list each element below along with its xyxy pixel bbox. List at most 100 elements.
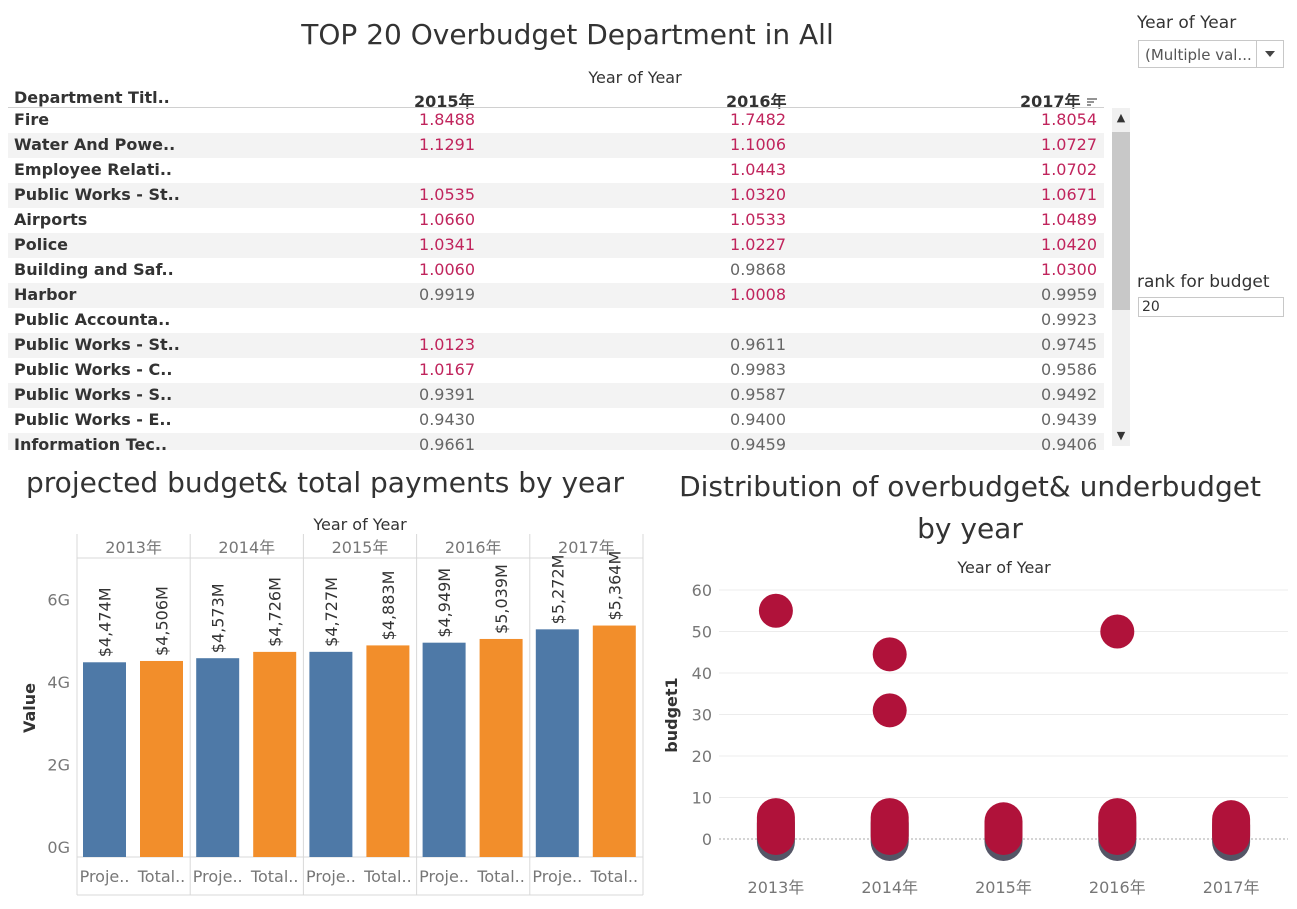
dept-cell: Fire: [14, 110, 50, 129]
scatter-y-tick-label: 50: [692, 623, 712, 642]
year-column-header[interactable]: 2016年: [726, 92, 787, 111]
dept-column-header[interactable]: Department Titl..: [14, 88, 170, 107]
bar-category-label: 2015年: [332, 538, 389, 557]
value-cell: 0.9959: [1041, 285, 1097, 304]
rank-label: rank for budget: [1137, 272, 1270, 292]
value-cell: 0.9868: [730, 260, 786, 279]
value-cell: 1.0443: [730, 160, 786, 179]
value-cell: 1.1006: [730, 135, 786, 154]
table-row[interactable]: Police 1.0341 1.0227 1.0420: [8, 233, 1104, 258]
value-cell: 0.9406: [1041, 435, 1097, 450]
value-cell: 0.9400: [730, 410, 786, 429]
scatter-y-tick-label: 10: [692, 789, 712, 808]
value-cell: 0.9983: [730, 360, 786, 379]
year-filter-value: (Multiple val...: [1145, 46, 1252, 64]
table-row[interactable]: Public Works - S.. 0.9391 0.9587 0.9492: [8, 383, 1104, 408]
scatter-chart-title: Distribution of overbudget& underbudget …: [679, 470, 1261, 545]
bar-series-label: Proje..: [532, 867, 582, 886]
table-row[interactable]: Information Tec.. 0.9661 0.9459 0.9406: [8, 433, 1104, 450]
dept-cell: Public Works - E..: [14, 410, 172, 429]
scatter-y-tick-label: 20: [692, 747, 712, 766]
scatter-y-tick-label: 40: [692, 664, 712, 683]
table-row[interactable]: Building and Saf.. 1.0060 0.9868 1.0300: [8, 258, 1104, 283]
dept-cell: Public Works - C..: [14, 360, 173, 379]
scatter-x-tick-label: 2013年: [748, 878, 805, 897]
year-filter-dropdown[interactable]: (Multiple val...: [1138, 40, 1284, 68]
table-row[interactable]: Public Works - St.. 1.0123 0.9611 0.9745: [8, 333, 1104, 358]
bar-series-label: Total..: [250, 867, 299, 886]
bar: [253, 651, 297, 857]
year-column-label: 2017年: [1020, 92, 1081, 111]
rank-input[interactable]: [1138, 297, 1284, 317]
scatter-x-tick-label: 2015年: [975, 878, 1032, 897]
bar-data-label: $4,949M: [435, 568, 454, 638]
value-cell: 1.0300: [1041, 260, 1097, 279]
table-row[interactable]: Airports 1.0660 1.0533 1.0489: [8, 208, 1104, 233]
overbudget-table: Department Titl.. 2015年 2016年 2017年 Fire…: [8, 88, 1130, 450]
scroll-up-icon[interactable]: ▲: [1116, 111, 1126, 124]
bar: [366, 645, 410, 857]
dept-cell: Public Works - S..: [14, 385, 173, 404]
bar: [535, 629, 579, 857]
value-cell: 0.9923: [1041, 310, 1097, 329]
table-row[interactable]: Public Works - C.. 1.0167 0.9983 0.9586: [8, 358, 1104, 383]
bar-data-label: $4,573M: [209, 583, 228, 653]
bar-y-tick-label: 4G: [47, 673, 70, 692]
scatter-y-tick-label: 30: [692, 706, 712, 725]
scatter-chart: Year of Year 0 10 20 30 40 50 60 budget1 2013年 201…: [662, 558, 1288, 897]
value-cell: 0.9492: [1041, 385, 1097, 404]
year-column-header[interactable]: 2015年: [414, 92, 475, 111]
value-cell: 1.0660: [419, 210, 475, 229]
bar-series-label: Proje..: [193, 867, 243, 886]
table-row[interactable]: Public Works - St.. 1.0535 1.0320 1.0671: [8, 183, 1104, 208]
table-row[interactable]: Employee Relati.. 1.0443 1.0702: [8, 158, 1104, 183]
table-row[interactable]: Fire 1.8488 1.7482 1.8054: [8, 108, 1104, 133]
sort-descending-icon[interactable]: [1086, 96, 1098, 108]
bar-data-label: $5,364M: [605, 551, 624, 621]
year-filter-label: Year of Year: [1137, 13, 1237, 33]
value-cell: 1.0420: [1041, 235, 1097, 254]
scroll-down-icon[interactable]: ▼: [1116, 429, 1126, 442]
value-cell: 0.9661: [419, 435, 475, 450]
bar-column-group-header: Year of Year: [312, 515, 407, 534]
value-cell: 0.9586: [1041, 360, 1097, 379]
bar-data-label: $5,039M: [492, 564, 511, 634]
value-cell: 0.9611: [730, 335, 786, 354]
value-cell: 1.0341: [419, 235, 475, 254]
bar-series-label: Total..: [137, 867, 186, 886]
bar-category-label: 2014年: [218, 538, 275, 557]
scatter-y-tick-label: 0: [702, 830, 712, 849]
bar-series-label: Total..: [363, 867, 412, 886]
scatter-y-axis-label: budget1: [662, 677, 681, 752]
scatter-cluster: [756, 798, 795, 855]
year-column-header[interactable]: 2017年: [1020, 88, 1098, 111]
table-title: TOP 20 Overbudget Department in All: [301, 18, 834, 51]
value-cell: 1.8488: [419, 110, 475, 129]
value-cell: 0.9430: [419, 410, 475, 429]
table-row[interactable]: Public Works - E.. 0.9430 0.9400 0.9439: [8, 408, 1104, 433]
bar: [196, 658, 240, 857]
table-row[interactable]: Water And Powe.. 1.1291 1.1006 1.0727: [8, 133, 1104, 158]
bar-series-label: Proje..: [419, 867, 469, 886]
value-cell: 1.0227: [730, 235, 786, 254]
table-scrollbar[interactable]: ▲ ▼: [1112, 108, 1130, 446]
bar: [592, 625, 636, 857]
scatter-cluster: [984, 802, 1023, 855]
bar-y-tick-label: 0G: [47, 838, 70, 857]
bar-series-label: Total..: [476, 867, 525, 886]
value-cell: 1.0008: [730, 285, 786, 304]
dept-cell: Public Works - St..: [14, 335, 180, 354]
chevron-down-icon[interactable]: [1256, 41, 1283, 67]
bar: [309, 651, 353, 857]
table-row[interactable]: Harbor 0.9919 1.0008 0.9959: [8, 283, 1104, 308]
scatter-column-group-header: Year of Year: [956, 558, 1051, 577]
value-cell: 1.0535: [419, 185, 475, 204]
scatter-cluster: [1098, 798, 1137, 855]
header-divider: [8, 107, 1104, 108]
dept-cell: Airports: [14, 210, 88, 229]
value-cell: 0.9745: [1041, 335, 1097, 354]
scatter-cluster: [870, 798, 909, 855]
table-row[interactable]: Public Accounta.. 0.9923: [8, 308, 1104, 333]
scrollbar-thumb[interactable]: [1112, 132, 1130, 310]
value-cell: 1.0489: [1041, 210, 1097, 229]
